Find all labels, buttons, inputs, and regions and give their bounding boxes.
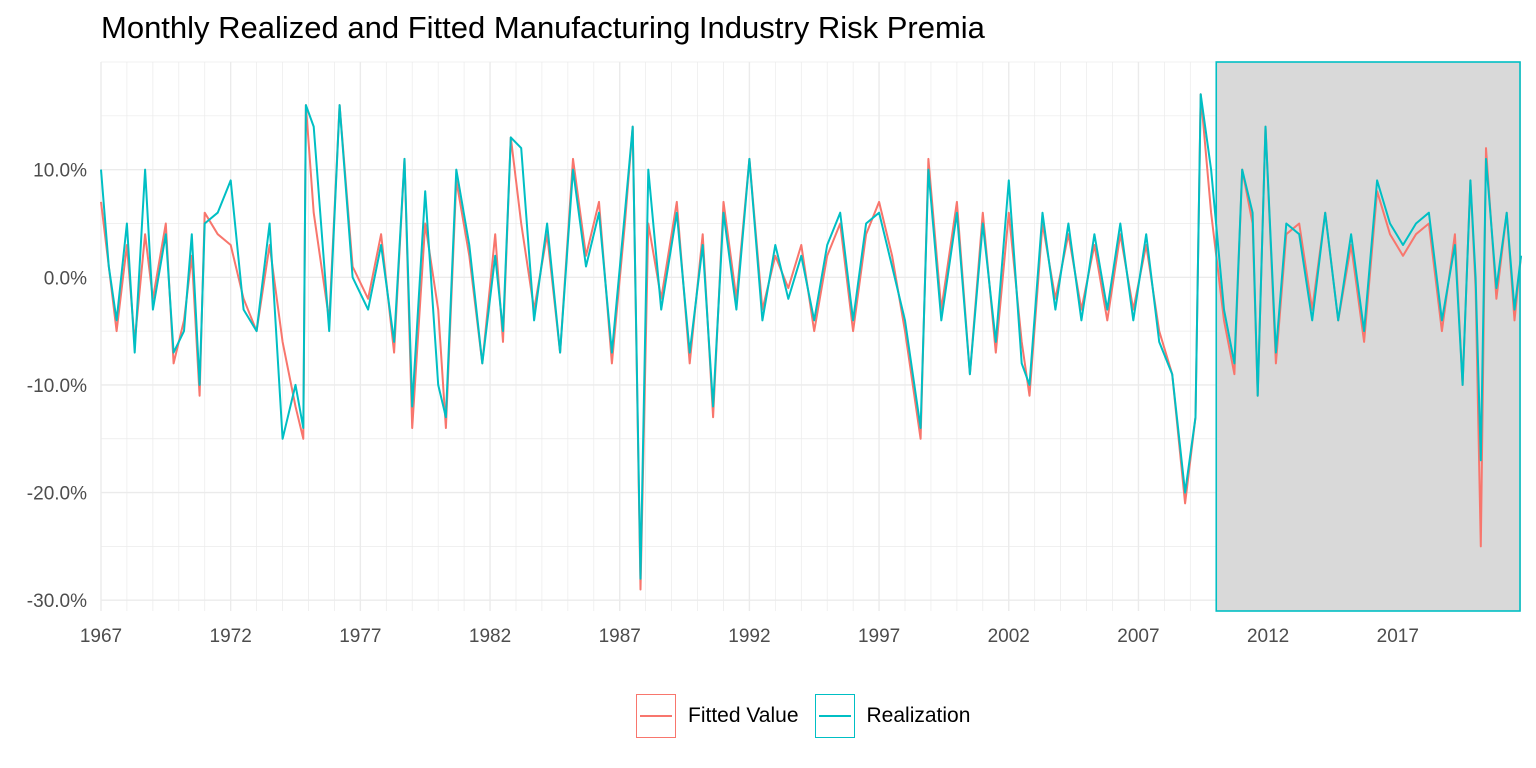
legend-item-realization: Realization (814, 694, 971, 738)
legend-key-realization (814, 694, 855, 738)
x-tick-label: 2007 (1117, 626, 1159, 647)
series-line-realization (100, 93, 1522, 580)
legend-item-fitted: Fitted Value (636, 694, 799, 738)
x-tick-label: 1992 (728, 626, 770, 647)
x-tick-label: 2012 (1247, 626, 1289, 647)
y-axis: -30.0% -20.0% -10.0% 0.0% 10.0% (27, 161, 87, 613)
legend-label-fitted: Fitted Value (688, 704, 799, 727)
y-tick-label: 0.0% (44, 268, 87, 289)
x-tick-label: 1967 (80, 626, 122, 647)
x-tick-label: 1982 (469, 626, 511, 647)
x-tick-label: 1977 (339, 626, 381, 647)
y-tick-label: -30.0% (27, 591, 87, 612)
x-tick-label: 1997 (858, 626, 900, 647)
x-tick-label: 1987 (599, 626, 641, 647)
legend: Fitted Value Realization (636, 694, 970, 738)
x-axis: 1967 1972 1977 1982 1987 1992 1997 2002 2007 2012… (80, 626, 1419, 647)
x-tick-label: 2017 (1377, 626, 1419, 647)
x-tick-label: 1972 (210, 626, 252, 647)
x-tick-label: 2002 (988, 626, 1030, 647)
legend-label-realization: Realization (866, 704, 971, 727)
y-tick-label: 10.0% (33, 161, 87, 182)
legend-key-fitted (636, 694, 676, 738)
shaded-region-border (1215, 61, 1521, 612)
y-tick-label: -10.0% (27, 376, 87, 397)
y-tick-label: -20.0% (27, 484, 87, 505)
series-lines (100, 93, 1522, 591)
chart-title: Monthly Realized and Fitted Manufacturin… (101, 10, 985, 45)
shaded-region (1216, 62, 1521, 611)
